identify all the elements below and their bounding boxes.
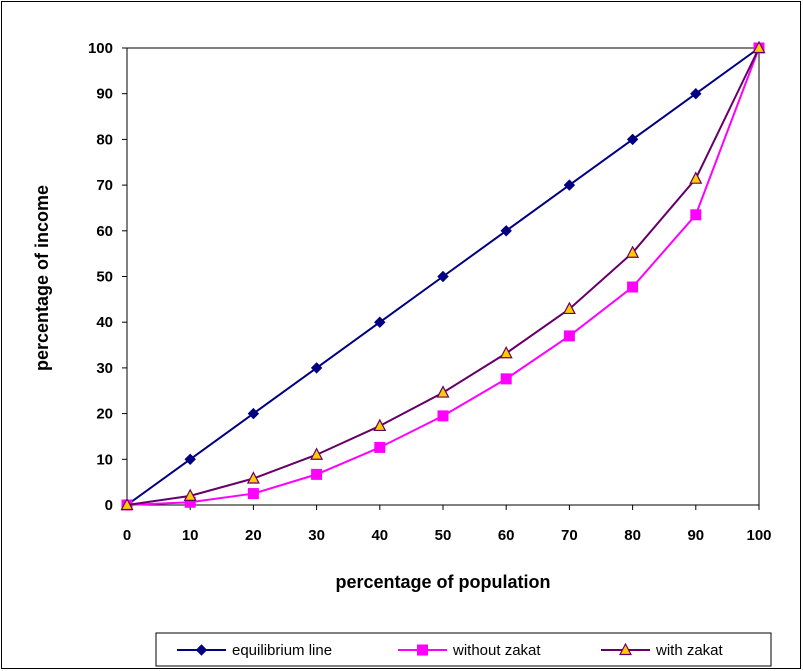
x-tick-label: 70 xyxy=(561,527,578,544)
legend-label: with zakat xyxy=(655,642,724,659)
data-point xyxy=(500,373,512,385)
x-tick-label: 80 xyxy=(624,527,641,544)
x-tick-label: 10 xyxy=(182,527,199,544)
data-point xyxy=(563,179,576,191)
legend-label: equilibrium line xyxy=(232,642,332,659)
data-point xyxy=(374,316,386,328)
legend-item: equilibrium line xyxy=(177,642,332,659)
legend-label: without zakat xyxy=(452,642,541,659)
data-point xyxy=(246,471,260,484)
data-point xyxy=(120,497,134,511)
x-tick-label: 20 xyxy=(245,527,262,544)
data-point xyxy=(183,488,197,501)
x-tick-labels: 0 10 20 30 40 50 60 70 80 90 100 xyxy=(123,505,772,544)
data-point xyxy=(310,362,323,374)
data-point xyxy=(247,407,260,420)
x-axis-title: percentage of population xyxy=(335,572,550,592)
data-point xyxy=(310,447,324,460)
data-point xyxy=(752,40,766,54)
y-tick-label: 30 xyxy=(96,360,113,377)
data-point xyxy=(374,441,386,453)
legend-item: with zakat xyxy=(601,642,724,659)
data-point xyxy=(437,410,449,422)
data-point xyxy=(689,171,703,184)
data-point xyxy=(627,281,639,293)
x-tick-label: 60 xyxy=(498,527,515,544)
data-point xyxy=(626,133,639,146)
legend-marker xyxy=(195,644,208,656)
x-tick-label: 40 xyxy=(371,527,388,544)
y-tick-label: 50 xyxy=(96,269,113,286)
data-point xyxy=(311,468,323,480)
data-point xyxy=(562,301,576,315)
y-tick-label: 80 xyxy=(96,131,113,148)
legend-marker xyxy=(417,644,428,656)
data-point xyxy=(500,225,512,237)
x-tick-label: 90 xyxy=(687,527,704,544)
data-point xyxy=(436,385,450,398)
data-point xyxy=(184,453,196,466)
series-with-zakat xyxy=(120,40,766,511)
y-axis-title: percentage of income xyxy=(32,185,52,371)
data-point xyxy=(690,87,702,100)
y-tick-label: 40 xyxy=(96,314,113,331)
x-tick-label: 0 xyxy=(123,527,131,544)
x-tick-label: 30 xyxy=(308,527,325,544)
y-tick-label: 90 xyxy=(96,86,113,103)
data-point xyxy=(626,245,640,258)
data-point xyxy=(373,418,387,432)
y-tick-label: 100 xyxy=(88,40,113,57)
y-tick-label: 0 xyxy=(105,497,113,514)
data-point xyxy=(247,488,259,500)
legend-item: without zakat xyxy=(398,642,541,659)
series-layer xyxy=(120,40,766,511)
y-tick-label: 10 xyxy=(96,451,113,468)
y-tick-labels: 0 10 20 30 40 50 60 70 80 90 100 xyxy=(88,40,127,514)
y-tick-label: 60 xyxy=(96,223,113,240)
y-tick-label: 20 xyxy=(96,406,113,423)
data-point xyxy=(563,330,575,342)
legend-box xyxy=(155,632,772,667)
x-tick-label: 50 xyxy=(435,527,452,544)
data-point xyxy=(499,345,513,359)
data-point xyxy=(437,270,449,283)
data-point xyxy=(690,209,702,221)
y-tick-label: 70 xyxy=(96,177,113,194)
legend-marker xyxy=(619,642,632,656)
x-tick-label: 100 xyxy=(746,527,771,544)
legend: equilibrium line without zakat with zakat xyxy=(155,632,772,667)
